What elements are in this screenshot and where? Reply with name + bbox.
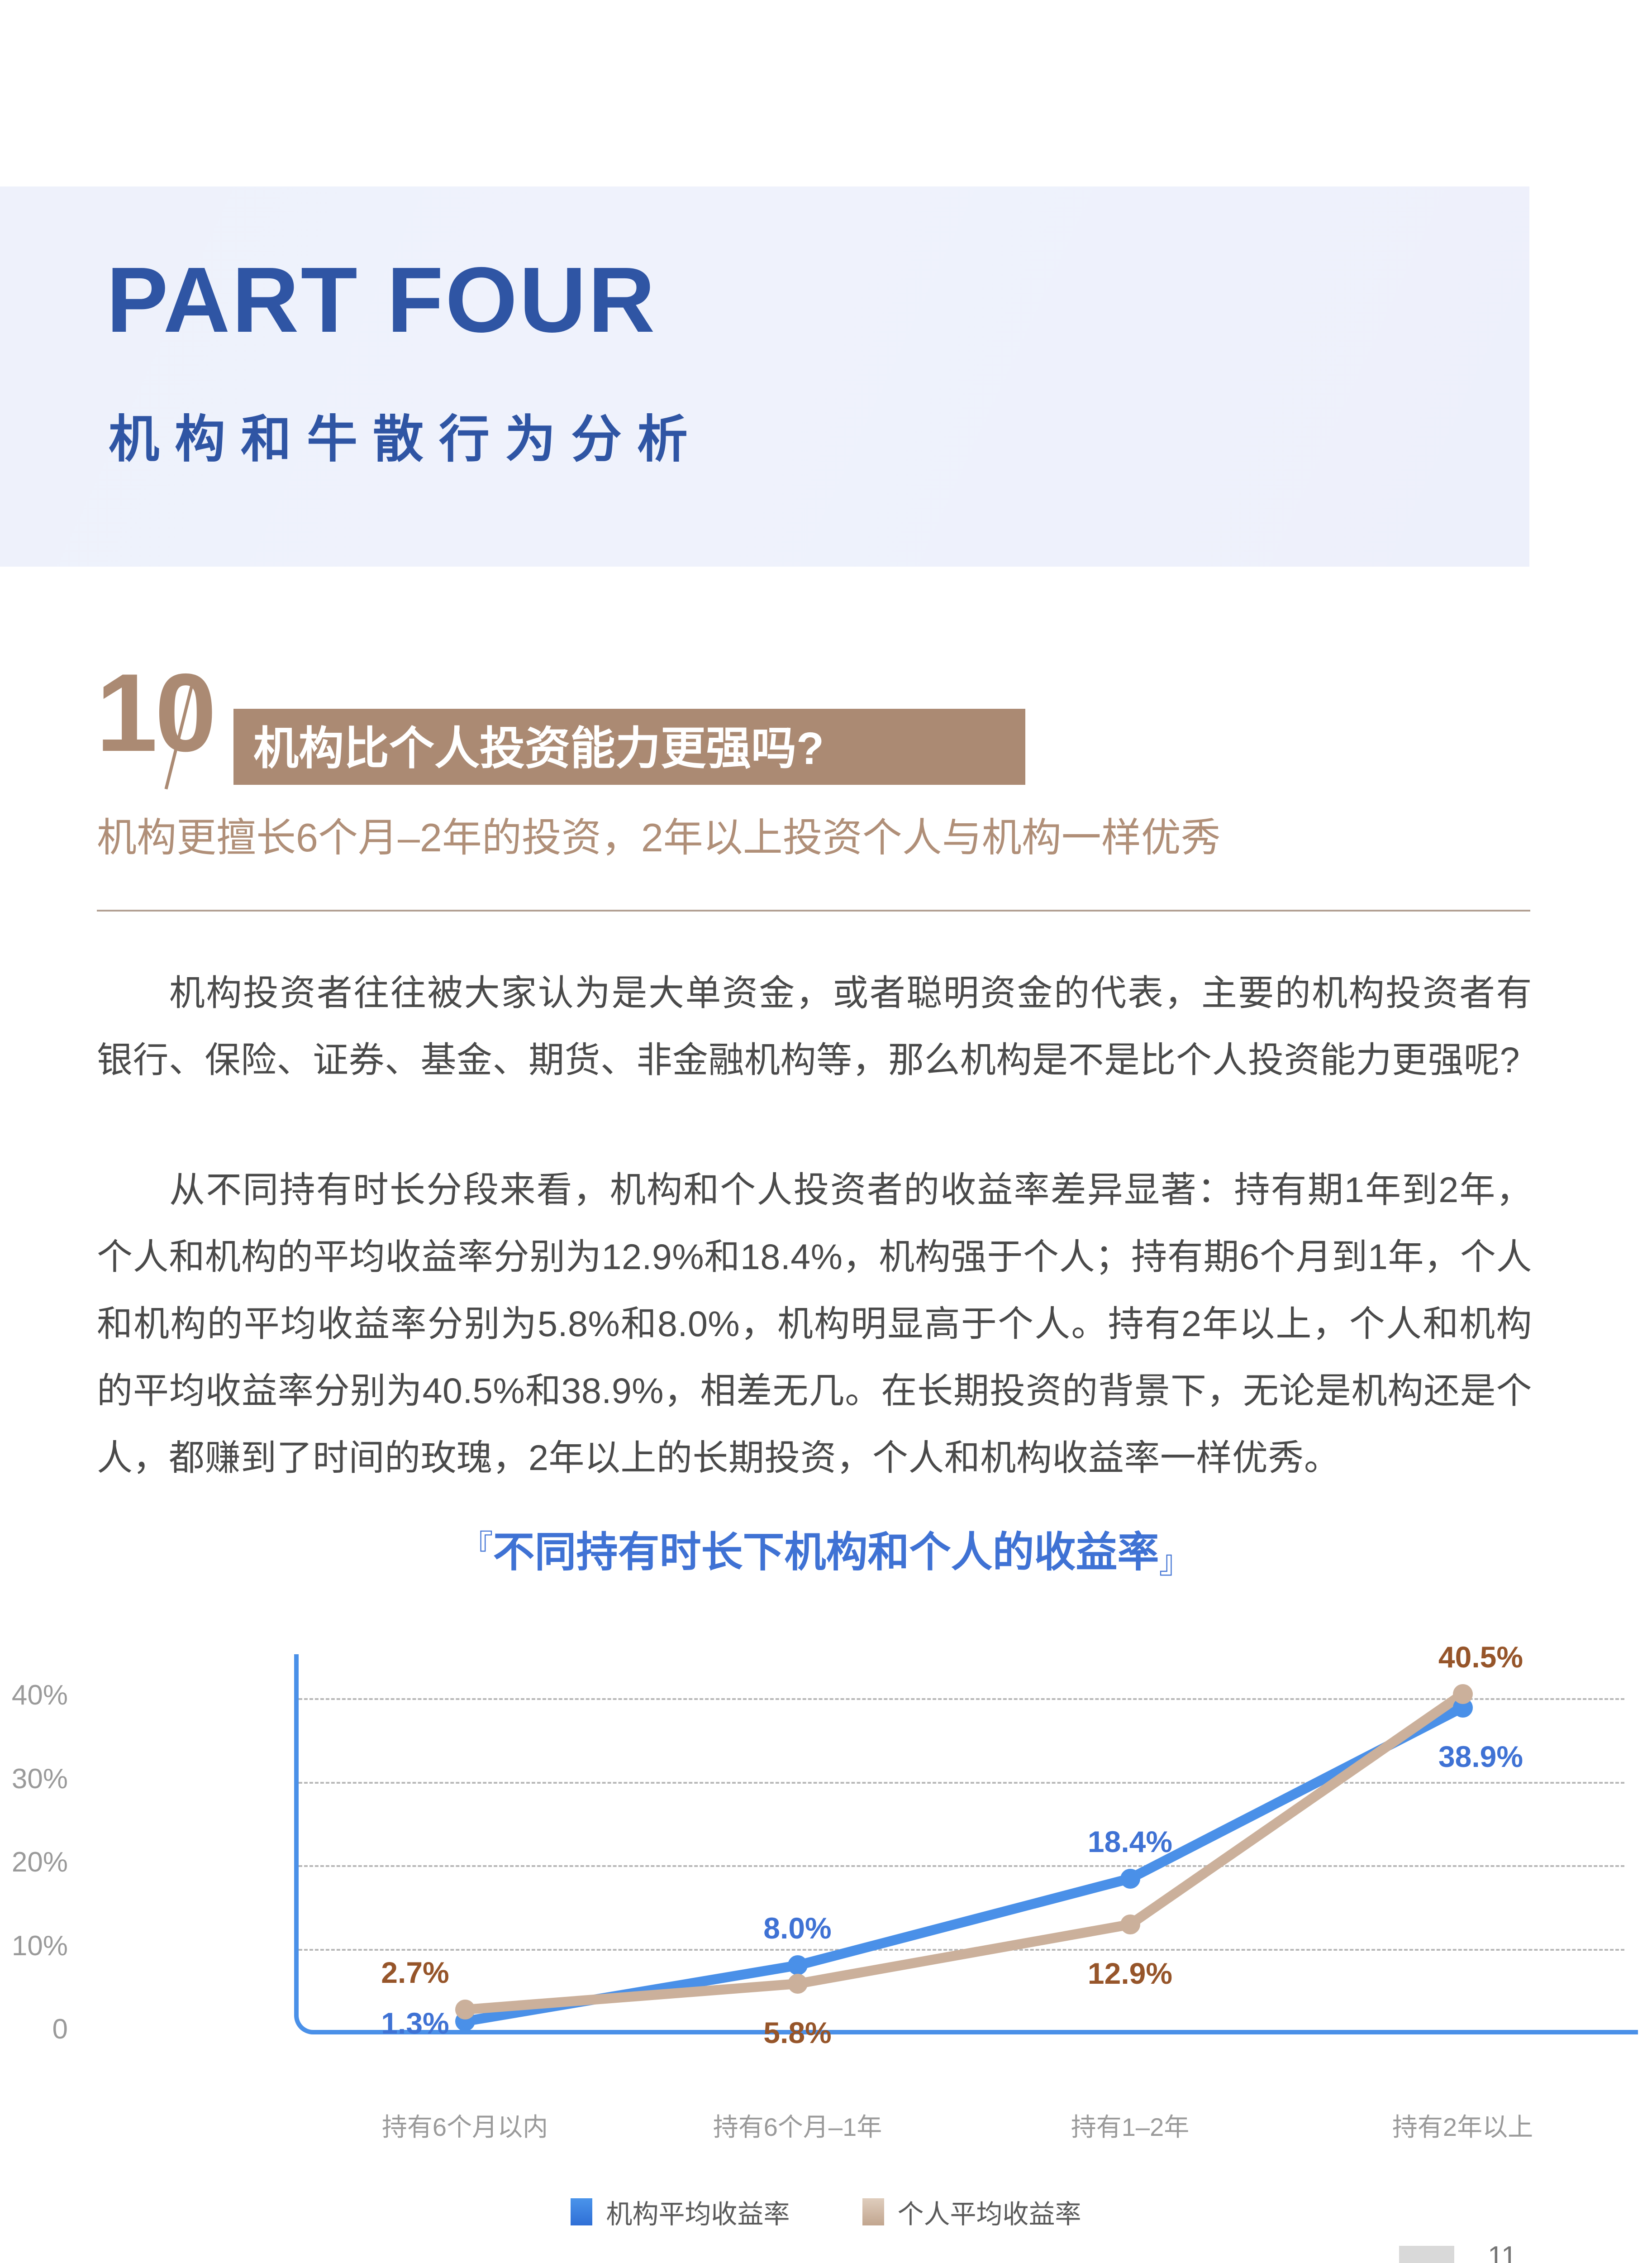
y-axis-tick-label: 40% <box>11 1680 68 1711</box>
data-point-label: 8.0% <box>763 1911 832 1945</box>
gridline <box>299 1698 1624 1700</box>
section-subheading: 机构更擅长6个月–2年的投资，2年以上投资个人与机构一样优秀 <box>97 815 1221 860</box>
chart-legend: 机构平均收益率 个人平均收益率 <box>0 2193 1652 2231</box>
gridline <box>299 1865 1624 1867</box>
body-paragraph-2: 从不同持有时长分段来看，机构和个人投资者的收益率差异显著：持有期1年到2年，个人… <box>97 1170 1532 1478</box>
legend-item: 个人平均收益率 <box>862 2193 1081 2231</box>
page-number: 11 <box>1488 2241 1517 2263</box>
y-axis-tick-label: 30% <box>11 1763 68 1795</box>
data-point-label: 18.4% <box>1087 1824 1173 1858</box>
section-number: 10 <box>96 650 217 774</box>
part-banner <box>0 186 1529 567</box>
data-point <box>1120 1868 1140 1889</box>
chart-axis-lines <box>294 1654 1638 2034</box>
chart: 0 10% 20% 30% 40% 1.3% 8.0% 18.4% 38.9% 2.7% 5.8%… <box>12 1629 1638 2141</box>
data-point <box>787 1955 808 1976</box>
data-point-label: 12.9% <box>1087 1957 1173 1991</box>
data-point <box>1452 1684 1473 1704</box>
section-heading-bar <box>233 709 1025 785</box>
chart-title-text: 不同持有时长下机构和个人的收益率 <box>493 1529 1159 1576</box>
x-axis-tick-label: 持有6个月以内 <box>381 2113 548 2141</box>
gridline <box>299 1781 1624 1784</box>
chart-title-bracket-open: 『 <box>461 1529 493 1564</box>
part-title: PART FOUR <box>106 248 657 352</box>
x-axis-tick-label: 持有2年以上 <box>1392 2113 1533 2141</box>
legend-swatch <box>862 2198 884 2225</box>
section-divider <box>97 910 1530 912</box>
chart-series-lines <box>460 1689 1468 2027</box>
body-paragraph-1: 机构投资者往往被大家认为是大单资金，或者聪明资金的代表，主要的机构投资者有银行、… <box>97 973 1532 1080</box>
footer-decoration <box>1399 2246 1454 2263</box>
y-axis-tick-label: 0 <box>52 2014 68 2045</box>
chart-title-bracket-close: 』 <box>1159 1544 1191 1580</box>
part-subtitle: 机构和牛散行为分析 <box>109 411 703 468</box>
legend-swatch <box>571 2198 593 2225</box>
legend-item: 机构平均收益率 <box>571 2193 790 2231</box>
x-axis-tick-label: 持有1–2年 <box>1071 2113 1190 2141</box>
data-point-label: 2.7% <box>381 1956 449 1990</box>
legend-label: 个人平均收益率 <box>897 2200 1081 2229</box>
section-heading: 机构比个人投资能力更强吗? <box>253 723 824 774</box>
chart-title: 『不同持有时长下机构和个人的收益率』 <box>0 1518 1652 1582</box>
data-point-label: 38.9% <box>1438 1739 1523 1773</box>
y-axis-tick-label: 20% <box>11 1847 68 1878</box>
data-point-label: 5.8% <box>763 2016 832 2050</box>
data-point <box>1120 1914 1140 1935</box>
x-axis-tick-label: 持有6个月–1年 <box>713 2113 882 2141</box>
y-axis-tick-label: 10% <box>11 1930 68 1962</box>
data-point-label: 40.5% <box>1438 1640 1523 1674</box>
data-point <box>787 1974 808 1994</box>
data-point <box>455 2000 475 2020</box>
data-point-label: 1.3% <box>381 2006 449 2040</box>
legend-label: 机构平均收益率 <box>606 2200 790 2229</box>
